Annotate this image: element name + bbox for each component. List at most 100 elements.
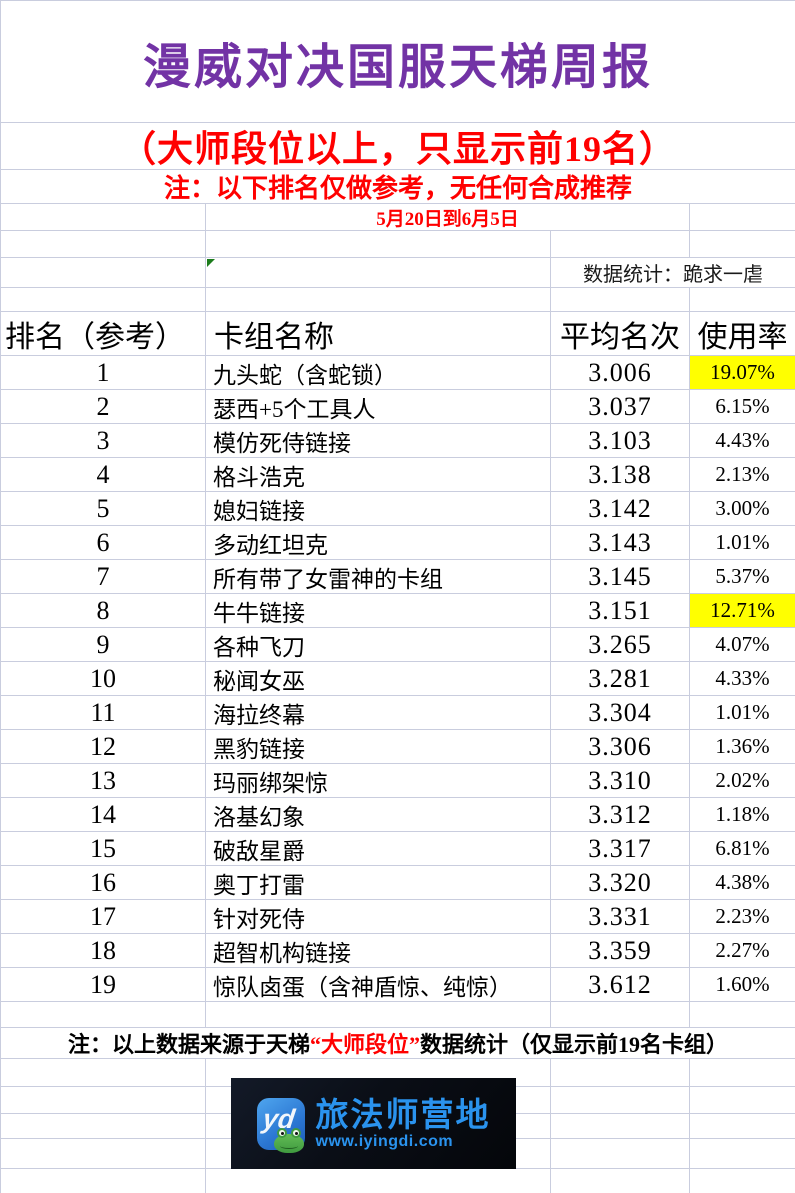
empty-cell xyxy=(206,1087,551,1113)
table-row: 8 牛牛链接 3.151 12.71% xyxy=(1,594,795,628)
empty-cell xyxy=(551,1169,690,1193)
rank-cell: 17 xyxy=(1,900,206,933)
usage-rate-cell: 1.18% xyxy=(715,802,770,826)
deck-name-cell: 各种飞刀 xyxy=(206,628,551,661)
avg-rank-cell: 3.304 xyxy=(551,696,690,729)
empty-cell xyxy=(1,1002,206,1027)
table-body: 1 九头蛇（含蛇锁） 3.006 19.07% 2 瑟西+5个工具人 3.037… xyxy=(1,356,795,1002)
empty-cell xyxy=(1,288,206,311)
deck-name-cell: 惊队卤蛋（含神盾惊、纯惊） xyxy=(206,968,551,1001)
stats-credit-cell: 数据统计：跪求一虐 xyxy=(551,258,795,287)
empty-cell xyxy=(206,1059,551,1086)
empty-row xyxy=(1,288,795,312)
disclaimer-text: 注：以下排名仅做参考，无任何合成推荐 xyxy=(163,174,632,203)
usage-rate-cell: 4.33% xyxy=(715,666,770,690)
deck-name-cell: 奥丁打雷 xyxy=(206,866,551,899)
empty-cell xyxy=(551,231,690,257)
header-rank: 排名（参考） xyxy=(1,312,206,355)
deck-name-cell: 黑豹链接 xyxy=(206,730,551,763)
empty-cell xyxy=(206,1169,551,1193)
avg-rank-cell: 3.103 xyxy=(551,424,690,457)
footnote-text: 注：以上数据来源于天梯“大师段位”数据统计（仅显示前19名卡组） xyxy=(68,1027,728,1059)
usage-rate-cell: 1.01% xyxy=(715,700,770,724)
rank-cell: 11 xyxy=(1,696,206,729)
avg-rank-cell: 3.142 xyxy=(551,492,690,525)
rank-cell: 8 xyxy=(1,594,206,627)
table-header-row: 排名（参考） 卡组名称 平均名次 使用率 xyxy=(1,312,795,356)
date-range-cell: 5月20日到6月5日 xyxy=(206,204,690,230)
date-range-row: 5月20日到6月5日 xyxy=(1,204,795,231)
empty-cell xyxy=(551,288,690,311)
empty-cell xyxy=(206,1114,551,1138)
deck-name-cell: 针对死侍 xyxy=(206,900,551,933)
brand-name: 旅法师营地 xyxy=(315,1095,491,1133)
empty-cell xyxy=(551,1087,690,1113)
rank-cell: 13 xyxy=(1,764,206,797)
usage-rate-cell: 19.07% xyxy=(690,356,795,389)
empty-cell xyxy=(690,1169,795,1193)
table-row: 3 模仿死侍链接 3.103 4.43% xyxy=(1,424,795,458)
table-row: 18 超智机构链接 3.359 2.27% xyxy=(1,934,795,968)
report-title-row: 漫威对决国服天梯周报 xyxy=(1,1,795,123)
empty-cell xyxy=(690,1059,795,1086)
table-row: 2 瑟西+5个工具人 3.037 6.15% xyxy=(1,390,795,424)
date-range-text: 5月20日到6月5日 xyxy=(376,208,519,230)
table-row: 6 多动红坦克 3.143 1.01% xyxy=(1,526,795,560)
table-row: 7 所有带了女雷神的卡组 3.145 5.37% xyxy=(1,560,795,594)
table-row: 12 黑豹链接 3.306 1.36% xyxy=(1,730,795,764)
rank-cell: 6 xyxy=(1,526,206,559)
report-subtitle-row: （大师段位以上，只显示前19名） xyxy=(1,123,795,170)
deck-name-cell: 多动红坦克 xyxy=(206,526,551,559)
usage-rate-cell: 2.02% xyxy=(715,768,770,792)
empty-cell xyxy=(551,1114,690,1138)
table-row: 1 九头蛇（含蛇锁） 3.006 19.07% xyxy=(1,356,795,390)
frog-eye-right xyxy=(290,1127,301,1138)
avg-rank-cell: 3.331 xyxy=(551,900,690,933)
rank-cell: 18 xyxy=(1,934,206,967)
avg-rank-cell: 3.306 xyxy=(551,730,690,763)
avg-rank-cell: 3.312 xyxy=(551,798,690,831)
avg-rank-cell: 3.310 xyxy=(551,764,690,797)
avg-rank-cell: 3.006 xyxy=(551,356,690,389)
table-row: 4 格斗浩克 3.138 2.13% xyxy=(1,458,795,492)
rank-cell: 14 xyxy=(1,798,206,831)
frog-eye-left xyxy=(276,1127,287,1138)
usage-rate-cell: 2.23% xyxy=(715,904,770,928)
avg-rank-cell: 3.281 xyxy=(551,662,690,695)
frog-icon xyxy=(273,1127,304,1153)
empty-cell xyxy=(690,204,795,230)
deck-name-cell: 九头蛇（含蛇锁） xyxy=(206,356,551,389)
empty-cell xyxy=(1,1139,206,1168)
deck-name-cell: 牛牛链接 xyxy=(206,594,551,627)
page-title: 漫威对决国服天梯周报 xyxy=(142,40,653,94)
table-row: 10 秘闻女巫 3.281 4.33% xyxy=(1,662,795,696)
rank-cell: 1 xyxy=(1,356,206,389)
deck-name-cell: 瑟西+5个工具人 xyxy=(206,390,551,423)
frog-mouth xyxy=(279,1143,298,1149)
avg-rank-cell: 3.151 xyxy=(551,594,690,627)
empty-cell xyxy=(690,1114,795,1138)
empty-cell xyxy=(1,231,206,257)
empty-cell xyxy=(206,1002,551,1027)
deck-name-cell: 秘闻女巫 xyxy=(206,662,551,695)
empty-cell xyxy=(690,1139,795,1168)
empty-cell xyxy=(1,1114,206,1138)
logo-text-block: 旅法师营地 www.iyingdi.com xyxy=(316,1098,491,1150)
rank-cell: 16 xyxy=(1,866,206,899)
rank-cell: 9 xyxy=(1,628,206,661)
table-row: 11 海拉终幕 3.304 1.01% xyxy=(1,696,795,730)
table-row: 15 破敌星爵 3.317 6.81% xyxy=(1,832,795,866)
empty-cell xyxy=(1,204,206,230)
empty-cell xyxy=(1,1087,206,1113)
avg-rank-cell: 3.317 xyxy=(551,832,690,865)
rank-cell: 19 xyxy=(1,968,206,1001)
usage-rate-cell: 2.27% xyxy=(715,938,770,962)
rank-cell: 2 xyxy=(1,390,206,423)
empty-cell xyxy=(690,1087,795,1113)
usage-rate-cell: 5.37% xyxy=(715,564,770,588)
usage-rate-cell: 12.71% xyxy=(690,594,795,627)
usage-rate-cell: 1.60% xyxy=(715,972,770,996)
footnote-suffix: 数据统计（仅显示前19名卡组） xyxy=(420,1032,729,1057)
empty-cell xyxy=(551,1139,690,1168)
avg-rank-cell: 3.320 xyxy=(551,866,690,899)
